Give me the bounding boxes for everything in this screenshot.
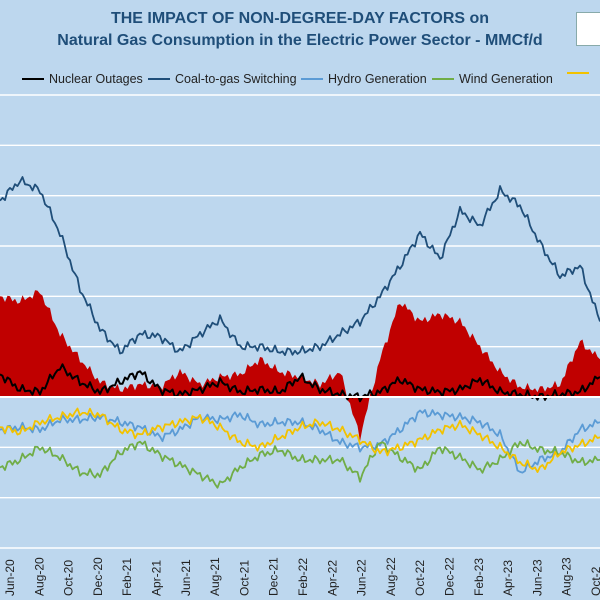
series-line-0 — [0, 176, 600, 356]
x-tick-label: Oct-20 — [62, 560, 76, 596]
legend-swatch — [22, 78, 44, 80]
series-line-2 — [0, 363, 600, 403]
x-tick-label: Feb-21 — [120, 558, 134, 596]
legend-swatch — [432, 78, 454, 80]
x-tick-label: Apr-21 — [150, 560, 164, 596]
legend-label: Nuclear Outages — [49, 72, 143, 86]
x-tick-label: Jun-21 — [179, 559, 193, 596]
x-tick-label: Oct-22 — [413, 560, 427, 596]
title-line-2: Natural Gas Consumption in the Electric … — [57, 32, 543, 49]
x-tick-label: Apr-23 — [501, 560, 515, 596]
x-tick-label: Jun-23 — [530, 559, 544, 596]
legend-label: Hydro Generation — [328, 72, 427, 86]
x-tick-label: Aug-21 — [208, 557, 222, 596]
legend-label: Wind Generation — [459, 72, 553, 86]
legend-swatch — [301, 78, 323, 80]
x-tick-label: Oct-21 — [237, 560, 251, 596]
legend-item-2: Coal-to-gas Switching — [148, 72, 297, 86]
legend-item-5 — [567, 72, 594, 74]
legend-item-4: Wind Generation — [432, 72, 553, 86]
x-tick-label: Jun-22 — [355, 559, 369, 596]
series-line-3 — [0, 409, 600, 474]
title-line-1: THE IMPACT OF NON-DEGREE-DAY FACTORS on — [110, 10, 490, 27]
series-line-4 — [0, 439, 600, 489]
x-tick-label: Feb-23 — [472, 558, 486, 596]
x-tick-label: Aug-22 — [384, 557, 398, 596]
x-tick-label: Jun-20 — [3, 559, 17, 596]
legend-label: Coal-to-gas Switching — [175, 72, 297, 86]
chart-title: THE IMPACT OF NON-DEGREE-DAY FACTORS on … — [0, 8, 600, 52]
clipped-panel-corner — [576, 12, 600, 46]
x-tick-label: Dec-21 — [267, 557, 281, 596]
series-area-1 — [0, 290, 600, 442]
legend-swatch — [567, 72, 589, 74]
x-tick-label: Apr-22 — [325, 560, 339, 596]
legend-item-1: Nuclear Outages — [22, 72, 143, 86]
series-line-5 — [0, 407, 600, 473]
x-tick-label: Dec-20 — [91, 557, 105, 596]
x-tick-label: Dec-22 — [443, 557, 457, 596]
x-tick-label: Oct-2 — [589, 566, 600, 596]
legend-swatch — [148, 78, 170, 80]
x-tick-label: Aug-23 — [560, 557, 574, 596]
legend-item-3: Hydro Generation — [301, 72, 427, 86]
x-tick-label: Aug-20 — [32, 557, 46, 596]
x-tick-label: Feb-22 — [296, 558, 310, 596]
